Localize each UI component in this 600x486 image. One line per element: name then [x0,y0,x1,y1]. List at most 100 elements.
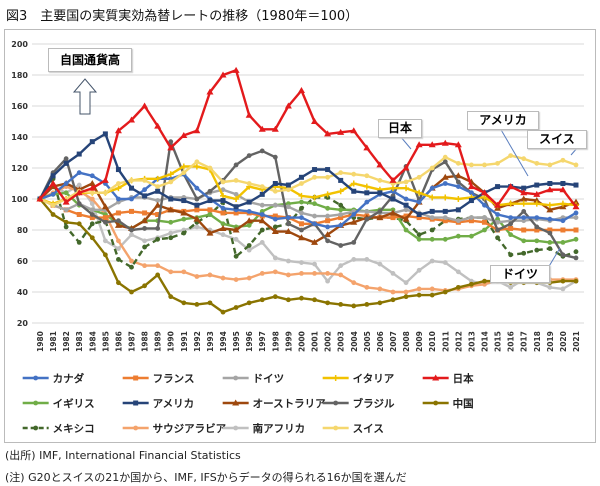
data-point [403,280,409,286]
data-point [220,221,226,227]
data-point [338,302,344,307]
data-point [102,190,108,196]
data-point [102,252,108,258]
data-point [402,164,410,171]
data-point [429,236,435,242]
data-point [495,227,500,233]
data-point [455,160,461,166]
y-tick-label: 20 [17,319,29,328]
data-point [285,272,291,278]
data-point [233,277,239,282]
x-tick-label: 2010 [428,331,437,352]
data-point [547,240,553,245]
x-tick-label: 2013 [467,331,476,352]
data-point [547,246,553,252]
data-point [521,215,527,221]
x-tick-label: 2012 [454,331,463,352]
data-point [429,165,435,171]
data-point [455,233,461,239]
data-point [534,247,540,253]
data-point [299,181,304,186]
data-point [508,252,514,258]
data-point [219,224,227,231]
data-point [101,203,109,210]
data-point [350,180,357,187]
data-point [272,154,278,160]
footnote: (注) G20とスイスの21か国から、IMF, IFSからデータの得られる16か… [5,471,407,484]
data-point [429,208,435,214]
data-point [88,180,96,186]
data-point [207,212,213,217]
x-tick-label: 1988 [141,331,150,352]
data-point [102,215,108,221]
data-point [429,227,435,233]
data-point [63,160,69,166]
x-tick-label: 2008 [402,331,411,352]
legend-item: 中国 [422,397,474,410]
data-point [142,238,147,244]
data-point [520,189,528,196]
data-point [482,162,487,168]
legend-marker [33,425,39,431]
data-point [508,215,514,221]
legend-marker [332,375,339,381]
data-point [36,195,44,202]
data-point [259,148,265,154]
legend-item: イギリス [22,397,95,410]
data-point [338,207,344,213]
data-point [180,163,187,170]
data-point [403,196,409,202]
data-point [258,217,266,224]
data-point [390,289,396,295]
data-point [560,218,566,224]
data-point [233,204,239,210]
data-point [454,141,462,148]
legend-label: メキシコ [53,423,95,435]
data-point [495,160,500,166]
data-point [364,257,370,262]
data-point [482,202,487,208]
x-tick-label: 1993 [206,331,215,352]
data-point [62,198,70,205]
data-point [142,244,147,250]
data-point [284,228,292,235]
data-point [89,139,95,145]
data-point [246,243,252,248]
data-point [325,218,331,224]
data-point [298,174,304,180]
x-tick-label: 1996 [245,331,254,352]
data-point [142,226,147,231]
data-point [441,139,449,146]
data-point [76,240,82,245]
data-point [573,227,579,233]
data-point [495,212,500,217]
data-point [494,201,502,208]
data-point [246,181,252,186]
data-point [181,300,187,306]
data-point [338,243,344,248]
data-point [285,187,291,193]
data-point [416,286,422,292]
data-point [377,286,383,292]
data-point [181,230,187,236]
data-point [547,162,553,168]
data-point [442,154,448,160]
x-tick-label: 2003 [337,331,346,352]
data-point [547,227,553,233]
data-point [167,171,174,178]
data-point [559,200,566,207]
series-カナダ [37,170,579,230]
data-point [220,205,226,211]
data-point [299,260,304,265]
data-point [299,199,304,205]
data-point [220,232,226,238]
x-tick-label: 2007 [389,331,398,352]
data-point [299,227,304,233]
data-point [154,201,162,208]
data-point [429,185,435,191]
data-point [521,185,527,191]
legend-marker [233,425,239,431]
data-point [88,184,96,191]
data-point [102,238,108,244]
